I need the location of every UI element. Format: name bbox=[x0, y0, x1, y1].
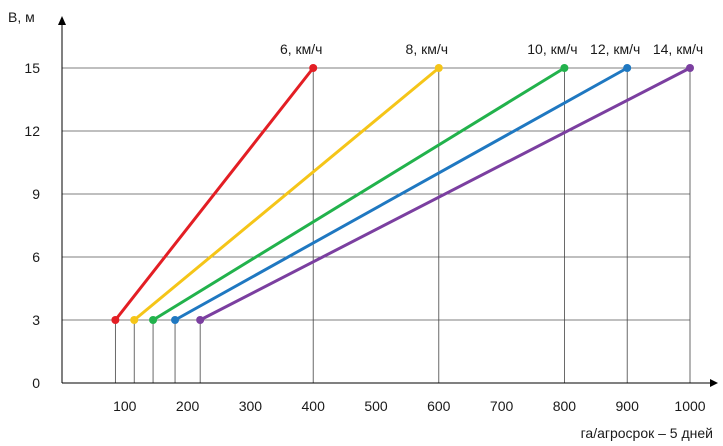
series-label: 14, км/ч bbox=[653, 41, 703, 57]
series-line bbox=[132, 66, 441, 322]
x-tick-label: 1000 bbox=[674, 398, 705, 414]
grid-lines bbox=[62, 67, 690, 321]
data-point bbox=[560, 64, 569, 72]
series-labels: 6, км/ч 8, км/ч 10, км/ч 12, км/ч 14, км/ч bbox=[280, 41, 703, 57]
series-line bbox=[198, 66, 692, 322]
y-tick-label: 15 bbox=[24, 60, 40, 76]
drop-lines bbox=[114, 68, 691, 383]
x-tick-label: 300 bbox=[239, 398, 263, 414]
x-tick-labels: 100 200 300 400 500 600 700 800 900 1000 bbox=[113, 398, 706, 414]
series-line bbox=[151, 66, 566, 322]
y-tick-label: 0 bbox=[32, 375, 40, 391]
x-tick-label: 100 bbox=[113, 398, 137, 414]
data-point bbox=[130, 316, 139, 324]
y-tick-labels: 0 3 6 9 12 15 bbox=[24, 60, 40, 391]
data-point bbox=[623, 64, 632, 72]
data-point bbox=[111, 316, 120, 324]
data-point bbox=[196, 316, 205, 324]
x-tick-label: 900 bbox=[616, 398, 640, 414]
x-tick-label: 700 bbox=[490, 398, 514, 414]
y-axis-arrow bbox=[58, 16, 66, 25]
series-line bbox=[173, 66, 629, 322]
x-axis-arrow bbox=[710, 379, 718, 387]
series-lines bbox=[111, 64, 694, 324]
data-point bbox=[686, 64, 694, 72]
x-tick-label: 500 bbox=[364, 398, 388, 414]
y-tick-label: 12 bbox=[24, 123, 40, 139]
x-tick-label: 600 bbox=[427, 398, 451, 414]
series-label: 6, км/ч bbox=[280, 41, 323, 57]
y-tick-label: 3 bbox=[32, 312, 40, 328]
y-tick-label: 9 bbox=[32, 186, 40, 202]
x-tick-label: 200 bbox=[176, 398, 200, 414]
axes bbox=[58, 16, 718, 387]
series-line bbox=[113, 66, 315, 322]
series-label: 10, км/ч bbox=[527, 41, 577, 57]
y-tick-label: 6 bbox=[32, 249, 40, 265]
data-point bbox=[434, 64, 443, 72]
data-point bbox=[171, 316, 180, 324]
x-tick-label: 800 bbox=[553, 398, 577, 414]
y-axis-title: B, м bbox=[8, 9, 35, 25]
data-point bbox=[309, 64, 318, 72]
series-label: 8, км/ч bbox=[406, 41, 449, 57]
data-point bbox=[149, 316, 158, 324]
series-label: 12, км/ч bbox=[590, 41, 640, 57]
x-tick-label: 400 bbox=[302, 398, 326, 414]
x-axis-title: га/агросрок – 5 дней bbox=[581, 425, 713, 441]
